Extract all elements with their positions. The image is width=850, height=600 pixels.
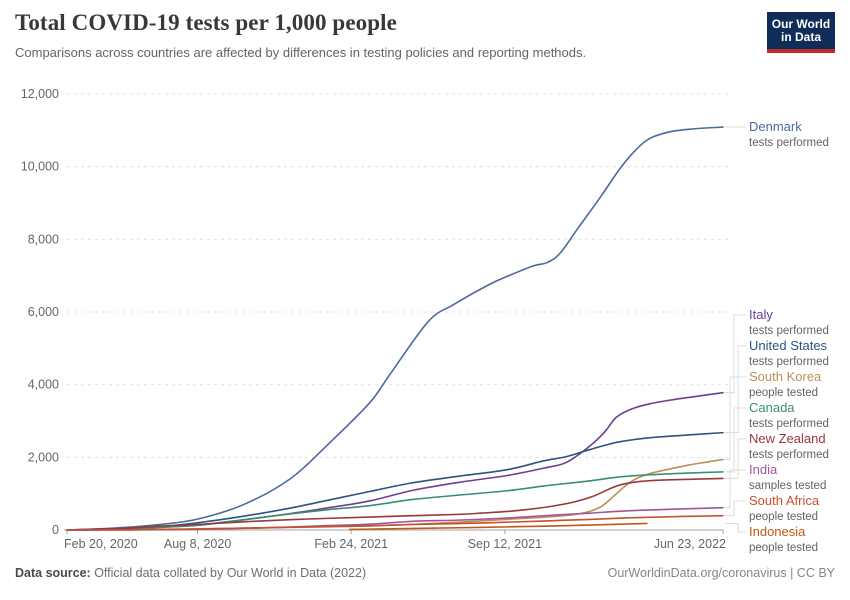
y-axis-tick-label: 8,000 — [28, 232, 59, 246]
legend-metric-label: people tested — [749, 387, 818, 399]
x-axis-tick-label: Feb 24, 2021 — [314, 537, 388, 551]
legend-metric-label: tests performed — [749, 356, 829, 368]
y-axis-tick-label: 2,000 — [28, 450, 59, 464]
legend-metric-label: people tested — [749, 511, 818, 523]
series-line-united-states[interactable] — [66, 431, 724, 531]
y-axis-tick-label: 0 — [52, 523, 59, 537]
series-line-south-africa[interactable] — [66, 514, 724, 531]
legend-item-indonesia[interactable]: Indonesia people tested — [749, 524, 818, 554]
chart-header: Total COVID-19 tests per 1,000 people Co… — [15, 10, 835, 60]
legend-connector-india — [725, 469, 746, 509]
y-axis-tick-label: 12,000 — [21, 87, 59, 101]
legend-item-denmark[interactable]: Denmark tests performed — [749, 119, 829, 149]
legend-metric-label: people tested — [749, 542, 818, 554]
y-axis-tick-label: 4,000 — [28, 378, 59, 392]
data-source-note: Data source: Official data collated by O… — [15, 566, 366, 580]
legend-country-label[interactable]: Italy — [749, 307, 773, 322]
legend-connector-new-zealand — [725, 438, 746, 479]
x-axis-tick-label: Jun 23, 2022 — [654, 537, 726, 551]
legend-metric-label: tests performed — [749, 418, 829, 430]
legend-connector-united-states — [725, 345, 746, 434]
legend-country-label[interactable]: Canada — [749, 400, 795, 415]
series-line-italy[interactable] — [66, 391, 724, 531]
legend-metric-label: tests performed — [749, 325, 829, 337]
chart-title: Total COVID-19 tests per 1,000 people — [15, 10, 397, 35]
owid-logo-box: Our World in Data — [767, 12, 835, 49]
chart-footer: Data source: Official data collated by O… — [15, 566, 835, 580]
legend-connector-canada — [725, 407, 746, 473]
legend-country-label[interactable]: South Korea — [749, 369, 822, 384]
data-source-text: Official data collated by Our World in D… — [90, 566, 367, 580]
legend-country-label[interactable]: Indonesia — [749, 524, 806, 539]
owid-license-link[interactable]: OurWorldinData.org/coronavirus | CC BY — [607, 566, 835, 580]
legend-item-new-zealand[interactable]: New Zealand tests performed — [749, 431, 829, 461]
legend-metric-label: tests performed — [749, 449, 829, 461]
owid-logo-line2: in Data — [780, 29, 821, 44]
legend-item-india[interactable]: India samples tested — [749, 462, 826, 492]
legend-country-label[interactable]: New Zealand — [749, 431, 826, 446]
x-axis-tick-label: Feb 20, 2020 — [64, 537, 138, 551]
x-axis-tick-label: Aug 8, 2020 — [164, 537, 231, 551]
legend-connector-south-africa — [725, 500, 746, 517]
legend-item-canada[interactable]: Canada tests performed — [749, 400, 829, 430]
legend-connector-italy — [725, 314, 746, 394]
series-line-canada[interactable] — [66, 471, 724, 531]
y-axis-tick-label: 6,000 — [28, 305, 59, 319]
legend-item-united-states[interactable]: United States tests performed — [749, 338, 829, 368]
legend-metric-label: samples tested — [749, 480, 826, 492]
legend-country-label[interactable]: India — [749, 462, 778, 477]
legend-country-label[interactable]: South Africa — [749, 493, 820, 508]
legend-country-label[interactable]: United States — [749, 338, 828, 353]
legend-metric-label: tests performed — [749, 137, 829, 149]
y-axis-tick-label: 10,000 — [21, 160, 59, 174]
legend-item-south-korea[interactable]: South Korea people tested — [749, 369, 822, 399]
series-line-new-zealand[interactable] — [66, 477, 724, 531]
data-source-label: Data source: — [15, 566, 91, 580]
series-line-indonesia[interactable] — [348, 522, 648, 531]
chart-subtitle: Comparisons across countries are affecte… — [15, 45, 587, 60]
legend-connector-south-korea — [725, 376, 746, 461]
legend-country-label[interactable]: Denmark — [749, 119, 802, 134]
series-line-denmark[interactable] — [66, 126, 724, 531]
legend-item-italy[interactable]: Italy tests performed — [749, 307, 829, 337]
x-axis-tick-label: Sep 12, 2021 — [468, 537, 542, 551]
legend-connector-indonesia — [725, 522, 746, 533]
legend-item-south-africa[interactable]: South Africa people tested — [749, 493, 820, 523]
owid-logo-line1: Our World — [771, 16, 831, 31]
owid-logo[interactable]: Our World in Data — [767, 12, 835, 54]
owid-logo-stripe — [767, 49, 835, 53]
